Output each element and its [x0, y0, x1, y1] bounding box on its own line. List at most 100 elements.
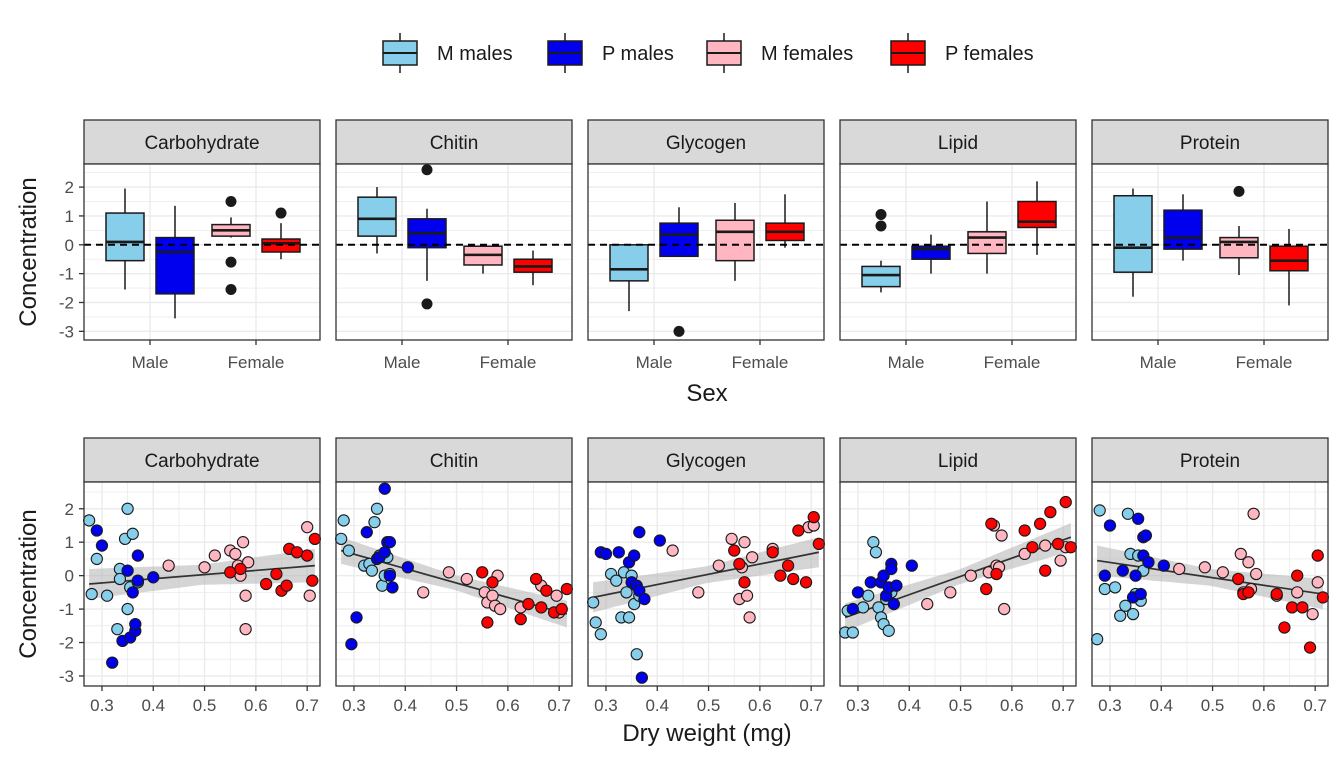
data-point-p-males: [653, 534, 666, 547]
facet-strip-label: Glycogen: [666, 451, 746, 472]
data-point-p-females: [301, 549, 314, 562]
x-tick-label: 0.5: [697, 696, 721, 715]
data-point-p-males: [90, 524, 103, 537]
data-point-p-males: [1132, 512, 1145, 525]
data-point-m-males: [1114, 609, 1127, 622]
x-tick-label: 0.7: [799, 696, 823, 715]
data-point-m-males: [1126, 607, 1140, 621]
data-point-m-males: [594, 628, 607, 641]
data-point-m-females: [162, 559, 175, 572]
data-point-p-females: [1296, 601, 1309, 614]
y-tick-label: 2: [65, 178, 74, 197]
data-point-m-males: [856, 601, 870, 614]
x-tick-label: 0.5: [193, 696, 217, 715]
x-tick-label: 0.4: [393, 696, 417, 715]
box-p-males: [155, 205, 195, 319]
outlier-point: [225, 284, 237, 296]
x-tick-label: 0.6: [496, 696, 520, 715]
data-point-m-females: [998, 602, 1011, 616]
legend-item-m-males: M males: [382, 33, 513, 73]
scatter-chart: Carbohydrate 0.3 0.4 0.5 0.6 0.7 Chitin 0.3 0.4 0…: [15, 437, 1330, 747]
box-p-females: [1269, 228, 1309, 306]
panel-border: [839, 481, 1077, 687]
y-tick-label: -3: [59, 667, 74, 686]
legend: M males P males M females P females: [382, 33, 1034, 73]
facet-strip-label: Carbohydrate: [144, 451, 259, 472]
x-tick-label: 0.6: [748, 696, 772, 715]
data-point-m-males: [368, 515, 381, 529]
facet-strip-label: Lipid: [938, 451, 978, 472]
data-point-p-females: [290, 546, 304, 559]
data-point-m-females: [1247, 507, 1260, 520]
data-point-p-males: [1116, 564, 1129, 577]
data-point-p-females: [481, 616, 494, 629]
data-point-p-females: [486, 576, 499, 589]
facet-strip: [335, 437, 573, 483]
facet-panel-protein: Protein 0.3 0.4 0.5 0.6 0.7: [1090, 437, 1330, 715]
data-point-p-males: [887, 597, 901, 611]
data-point-p-females: [781, 559, 795, 572]
box-p-males: [1163, 194, 1203, 261]
data-point-m-males: [589, 616, 602, 629]
data-point-m-females: [1216, 566, 1229, 579]
data-point-p-males: [360, 526, 373, 539]
x-tick-label: 0.7: [547, 696, 571, 715]
data-point-m-males: [610, 574, 623, 587]
box-body: [1113, 194, 1153, 273]
data-point-m-females: [417, 586, 430, 599]
box-body: [105, 212, 145, 262]
data-point-p-males: [1103, 519, 1117, 532]
data-point-p-females: [529, 572, 543, 586]
data-point-m-males: [867, 536, 880, 549]
data-point-p-males: [383, 569, 397, 582]
data-point-m-females: [460, 572, 473, 586]
data-point-p-females: [807, 510, 820, 524]
data-point-m-females: [1242, 556, 1255, 569]
x-tick-label: 0.5: [1201, 696, 1225, 715]
data-point-m-females: [712, 559, 725, 572]
facet-panel-chitin: Chitin Male Female: [335, 119, 573, 372]
data-point-p-males: [877, 569, 890, 582]
data-point-m-females: [236, 536, 250, 549]
data-point-m-females: [692, 586, 705, 599]
data-point-p-females: [540, 584, 553, 597]
data-point-m-males: [1108, 581, 1122, 594]
data-point-p-females: [234, 562, 247, 576]
data-point-m-females: [746, 551, 759, 564]
data-point-p-females: [738, 576, 751, 589]
data-point-m-females: [738, 536, 751, 549]
data-point-m-males: [1093, 504, 1106, 517]
y-axis-title: Concentration: [15, 177, 42, 326]
facet-strip: [83, 119, 321, 165]
x-tick-label-male: Male: [132, 353, 169, 372]
data-point-m-females: [494, 602, 507, 616]
y-tick-label: -3: [59, 322, 74, 341]
box-m-females: [211, 196, 251, 296]
y-tick-label: -1: [59, 265, 74, 284]
data-point-p-females: [522, 597, 535, 611]
data-point-p-females: [1278, 621, 1291, 634]
box-p-females: [1017, 181, 1057, 255]
data-point-p-females: [1051, 537, 1065, 551]
x-tick-label: 0.6: [1000, 696, 1024, 715]
y-tick-label: 1: [65, 207, 74, 226]
data-point-p-females: [308, 532, 322, 546]
x-tick-label: 0.3: [594, 696, 618, 715]
facet-strip-label: Chitin: [430, 133, 479, 154]
facet-strip: [1091, 437, 1329, 483]
data-point-m-females: [1198, 561, 1212, 574]
data-point-p-females: [1033, 517, 1047, 530]
facet-panel-lipid: Lipid Male Female: [839, 119, 1077, 372]
data-point-p-females: [799, 576, 813, 589]
panel-background: [840, 164, 1076, 340]
panel-border: [587, 481, 825, 687]
data-point-p-males: [1142, 556, 1155, 569]
data-point-p-males: [1129, 569, 1142, 582]
data-point-p-females: [280, 579, 293, 592]
data-point-m-females: [921, 597, 934, 611]
data-point-p-females: [1291, 569, 1304, 582]
data-point-m-males: [100, 589, 114, 602]
data-point-m-males: [121, 502, 134, 515]
